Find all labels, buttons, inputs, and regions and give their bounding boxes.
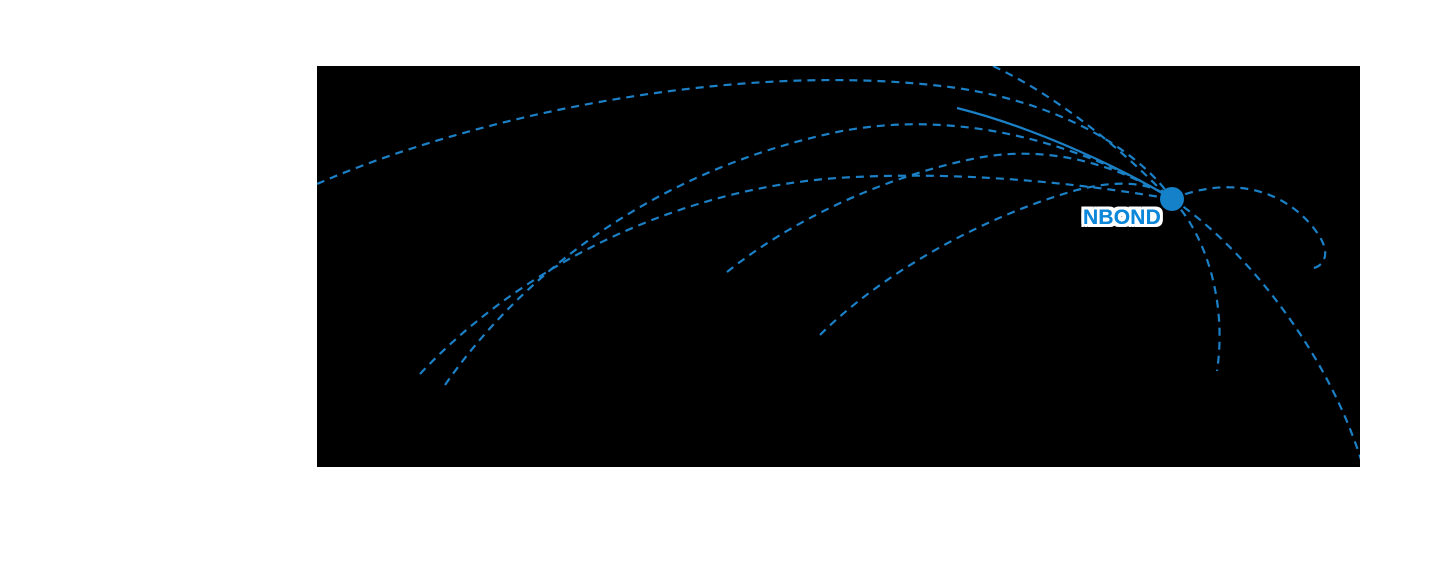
route-arc <box>419 174 1173 375</box>
hub-node-nbond[interactable] <box>1160 187 1184 211</box>
route-arc <box>1171 186 1327 270</box>
route-arc <box>819 182 1173 336</box>
route-arc <box>992 66 1173 200</box>
route-arc <box>726 152 1173 273</box>
route-arc <box>956 106 1173 200</box>
route-map-panel[interactable]: NBOND NBOND <box>317 66 1360 467</box>
route-arcs-group <box>317 66 1360 461</box>
route-arcs-layer <box>317 66 1360 461</box>
route-arc <box>444 123 1173 386</box>
hub-node-group <box>1160 187 1184 211</box>
route-arc <box>317 78 1173 200</box>
route-arc <box>1171 198 1360 461</box>
route-arc <box>1171 198 1221 372</box>
